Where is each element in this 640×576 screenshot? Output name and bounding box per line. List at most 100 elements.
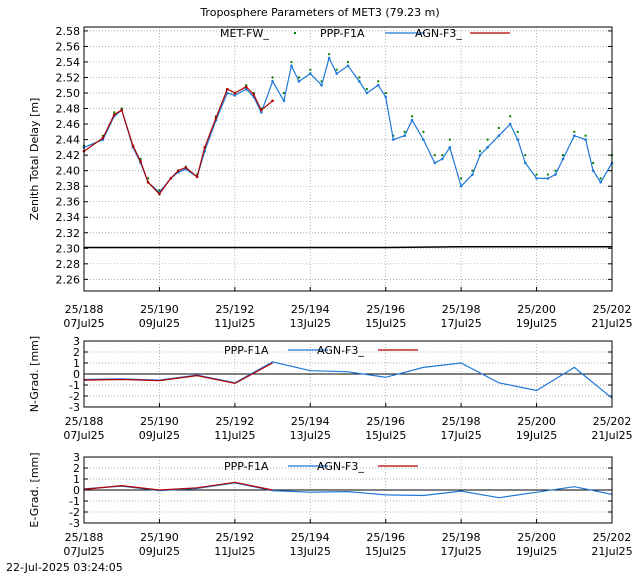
data-point <box>433 154 436 157</box>
data-point <box>497 134 501 138</box>
y-tick-label: 3 <box>73 335 80 348</box>
x-tick-label-date: 07Jul25 <box>63 545 104 558</box>
y-tick-label: 2 <box>73 462 80 475</box>
y-tick-label: 2.42 <box>56 149 81 162</box>
data-point <box>459 184 463 188</box>
y-tick-label: 2.26 <box>56 273 81 286</box>
data-point <box>376 83 380 87</box>
x-tick-label-doy: 25/202 <box>593 303 632 316</box>
data-point <box>320 80 323 83</box>
data-point <box>347 60 349 63</box>
x-tick-label-doy: 25/194 <box>291 415 330 428</box>
data-point <box>524 154 527 157</box>
data-point <box>561 154 564 157</box>
data-point <box>184 166 188 169</box>
data-point <box>297 80 301 83</box>
x-tick-label-date: 11Jul25 <box>214 545 255 558</box>
data-point <box>169 177 173 180</box>
y-tick-label: 2.50 <box>56 87 81 100</box>
x-tick-label-date: 17Jul25 <box>441 429 482 442</box>
y-tick-label: -3 <box>69 517 80 530</box>
x-tick-label-date: 13Jul25 <box>290 545 331 558</box>
x-tick-label-doy: 25/196 <box>366 415 405 428</box>
data-point <box>440 157 444 161</box>
legend-label: AGN-F3_ <box>317 460 364 473</box>
data-point <box>252 92 255 94</box>
x-tick-label-date: 21Jul25 <box>591 429 632 442</box>
data-point <box>252 93 256 96</box>
data-point <box>226 87 229 91</box>
x-tick-label-doy: 25/202 <box>593 415 632 428</box>
data-point <box>327 56 331 60</box>
legend-label: PPP-F1A <box>224 344 269 357</box>
x-tick-label-doy: 25/194 <box>291 531 330 544</box>
data-point <box>403 134 406 138</box>
data-point <box>244 87 248 91</box>
data-point <box>573 130 576 133</box>
data-point <box>146 180 150 184</box>
data-point <box>422 138 425 141</box>
data-point <box>516 130 519 133</box>
y-tick-label: -1 <box>69 379 80 392</box>
x-tick-label-date: 13Jul25 <box>290 429 331 442</box>
data-point <box>297 76 300 79</box>
x-tick-label-doy: 25/196 <box>366 303 405 316</box>
x-tick-label-doy: 25/194 <box>291 303 330 316</box>
data-point <box>478 153 482 157</box>
y-tick-label: 3 <box>73 451 80 464</box>
data-point <box>203 146 206 149</box>
data-point <box>101 136 105 140</box>
series-line <box>83 362 273 385</box>
legend-label: PPP-F1A <box>224 460 269 473</box>
data-point <box>448 138 451 141</box>
data-point <box>101 134 104 137</box>
legend-label: MET-FW_ <box>220 27 269 40</box>
x-tick-label-doy: 25/200 <box>517 531 556 544</box>
data-point <box>523 161 527 165</box>
data-point <box>448 146 452 149</box>
data-point <box>214 116 218 120</box>
data-point <box>335 72 338 75</box>
data-point <box>271 99 274 103</box>
data-point <box>259 108 263 112</box>
x-tick-label-date: 07Jul25 <box>63 429 104 442</box>
y-tick-label: 2.54 <box>56 56 81 69</box>
x-tick-label-date: 15Jul25 <box>365 317 406 330</box>
data-point <box>591 169 595 172</box>
x-tick-label-date: 21Jul25 <box>591 545 632 558</box>
data-point <box>486 138 489 141</box>
x-tick-label-doy: 25/198 <box>442 415 481 428</box>
x-tick-label-doy: 25/188 <box>65 303 104 316</box>
data-point <box>233 91 237 95</box>
data-point <box>147 177 150 180</box>
data-point <box>139 160 142 163</box>
data-point <box>233 94 237 97</box>
data-point <box>358 76 361 79</box>
legend-label: PPP-F1A <box>320 27 365 40</box>
x-tick-label-doy: 25/192 <box>216 415 255 428</box>
x-tick-label-date: 15Jul25 <box>365 429 406 442</box>
data-point <box>535 177 538 180</box>
x-tick-label-date: 11Jul25 <box>214 317 255 330</box>
data-point <box>259 111 263 114</box>
data-point <box>158 192 161 196</box>
x-tick-label-doy: 25/190 <box>140 303 179 316</box>
data-point <box>584 134 587 137</box>
x-tick-label-date: 09Jul25 <box>139 429 180 442</box>
x-tick-label-date: 19Jul25 <box>516 429 557 442</box>
data-point <box>271 76 274 79</box>
data-point <box>120 107 123 110</box>
data-point <box>282 99 286 103</box>
data-point <box>384 92 387 94</box>
y-tick-label: 2.44 <box>56 134 81 147</box>
data-point <box>176 169 180 172</box>
x-tick-label-doy: 25/196 <box>366 531 405 544</box>
data-point <box>433 161 437 165</box>
x-tick-label-doy: 25/190 <box>140 531 179 544</box>
y-tick-label: 2.30 <box>56 242 81 255</box>
data-point <box>471 173 474 176</box>
data-point <box>120 108 124 112</box>
footer-timestamp: 22-Jul-2025 03:24:05 <box>6 561 123 574</box>
y-tick-label: 2.36 <box>56 196 81 209</box>
